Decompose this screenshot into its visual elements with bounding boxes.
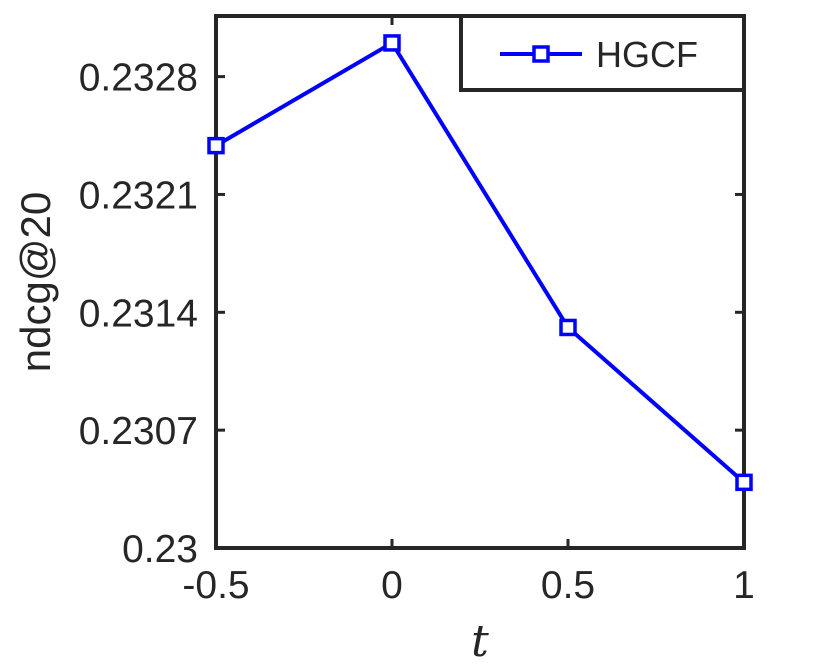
data-point-marker (207, 136, 225, 155)
y-tick-label: 0.2328 (79, 57, 198, 100)
x-tick-label: 1 (733, 564, 755, 607)
y-tick-label: 0.2314 (79, 292, 198, 335)
y-tick-label: 0.23 (122, 528, 198, 571)
data-point-marker (383, 34, 401, 52)
legend-box (459, 14, 746, 92)
y-axis-label: ndcg@20 (12, 192, 59, 372)
y-ticks: 0.23 0.2307 0.2314 0.2321 0.2328 (79, 57, 744, 571)
legend: HGCF (459, 14, 746, 92)
x-tick-label: -0.5 (182, 564, 249, 607)
x-tick-label: 0 (381, 564, 403, 607)
y-tick-label: 0.2307 (79, 410, 198, 453)
legend-marker-square (532, 45, 550, 63)
x-ticks: -0.5 0 0.5 1 (182, 16, 755, 607)
data-point-marker (735, 473, 753, 492)
x-axis-label: t (471, 616, 489, 664)
axes-box (214, 14, 746, 550)
plot-area: -0.5 0 0.5 1 0.23 0.2307 0.2314 0.2321 0.2328 (79, 14, 755, 607)
series-line-hgcf (214, 40, 746, 484)
data-point-marker (559, 318, 577, 337)
legend-entry-hgcf: HGCF (596, 34, 698, 75)
x-tick-label: 0.5 (541, 564, 595, 607)
y-tick-label: 0.2321 (79, 174, 198, 217)
series-layer (207, 34, 753, 492)
